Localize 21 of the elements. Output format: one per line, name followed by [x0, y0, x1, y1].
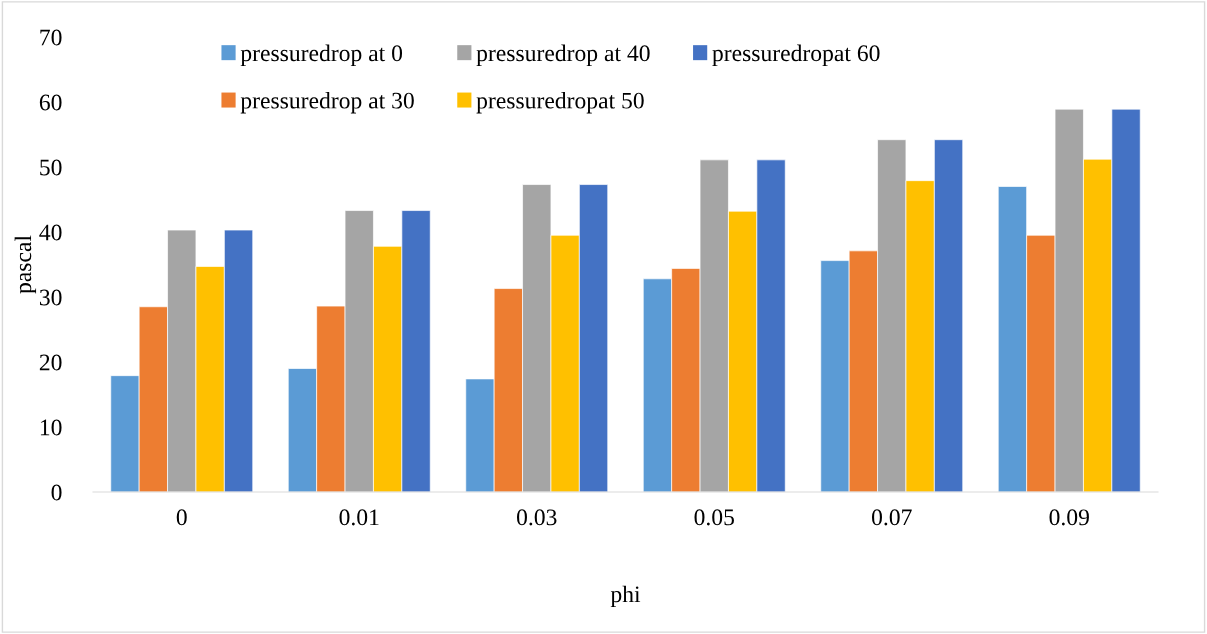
y-tick-label: 0 [51, 484, 62, 501]
x-axis-title: phi [610, 585, 641, 608]
y-axis-title: pascal [14, 235, 37, 294]
y-tick-label: 60 [39, 94, 62, 111]
x-tick-label: 0.03 [516, 509, 557, 526]
x-tick-label: 0.09 [1049, 509, 1089, 526]
x-tick-label: 0 [176, 509, 187, 526]
y-tick-label: 50 [40, 159, 62, 176]
y-tick-label: 20 [39, 354, 62, 371]
y-tick-label: 30 [39, 289, 62, 306]
legend-label: pressuredrop at 0 [240, 44, 403, 67]
legend-label: pressuredropat 50 [476, 91, 644, 114]
legend-label: pressuredrop at 30 [240, 91, 414, 114]
legend-label: pressuredrop at 40 [476, 44, 650, 67]
legend-label: pressuredropat 60 [712, 44, 880, 67]
x-tick-label: 0.05 [694, 509, 734, 526]
y-tick-label: 40 [39, 224, 62, 241]
y-tick-label: 70 [40, 29, 62, 46]
x-tick-label: 0.07 [871, 509, 912, 526]
x-tick-label: 0.01 [339, 509, 379, 526]
y-tick-label: 10 [40, 419, 62, 436]
